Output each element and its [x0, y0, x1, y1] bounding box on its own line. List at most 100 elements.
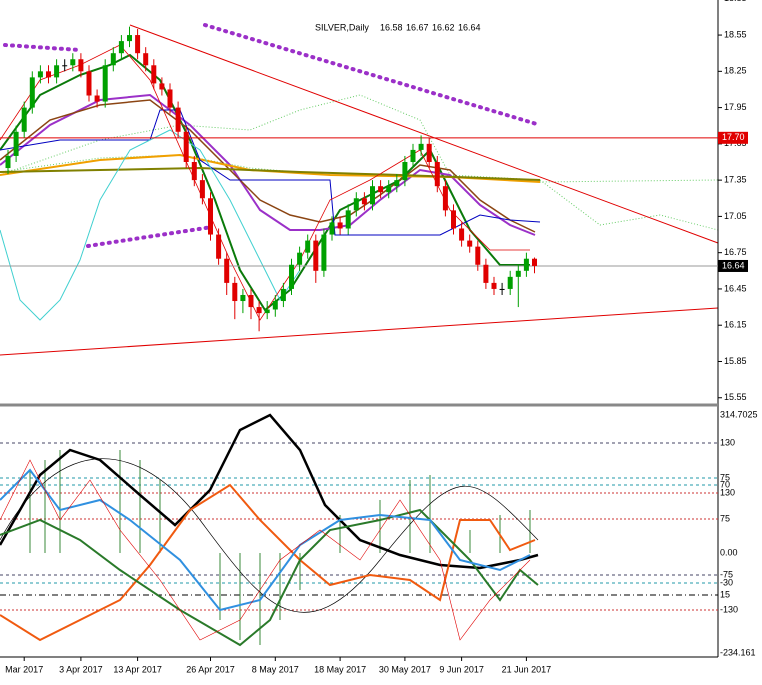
candle-body [127, 35, 132, 42]
candle-body [86, 71, 92, 96]
candle-body [329, 222, 335, 235]
y-tick-label: 17.35 [724, 175, 747, 185]
current-price-label: 16.64 [722, 260, 745, 270]
candle-body [370, 186, 375, 205]
indicator-label: -130 [720, 604, 738, 614]
overlays [0, 23, 719, 356]
candle-body [321, 234, 327, 271]
candle-body [272, 301, 278, 310]
candle-body [175, 107, 181, 132]
candle-body [118, 41, 124, 54]
y-tick-label: 18.85 [724, 0, 747, 3]
y-tick-label: 15.55 [724, 392, 747, 402]
y-tick-label: 17.95 [724, 102, 747, 112]
x-tick-label: 8 May 2017 [252, 664, 299, 674]
candle-body [232, 282, 238, 302]
candle-body [94, 95, 100, 102]
y-tick-label: 15.85 [724, 356, 747, 366]
candle-body [459, 228, 465, 241]
candle-body [248, 294, 254, 308]
indicator-label: 15 [720, 589, 730, 599]
candle-body [224, 258, 230, 283]
candle-body [507, 276, 513, 289]
candle-body [240, 294, 246, 302]
candle-body [386, 186, 392, 193]
indicator-label: 130 [720, 487, 735, 497]
candle-body [345, 210, 351, 229]
y-tick-label: 16.15 [724, 320, 747, 330]
candle-body [29, 77, 35, 108]
candle-body [297, 252, 303, 265]
indicator-label: -75 [720, 569, 733, 579]
candle-body [78, 59, 84, 72]
chart-title: SILVER,Daily [315, 22, 369, 32]
x-tick-label: 3 Apr 2017 [59, 664, 103, 674]
indicator-label: 70 [720, 479, 730, 489]
candle-body [21, 107, 27, 132]
indicator-label: -30 [720, 577, 733, 587]
candle-body [467, 240, 473, 247]
candle-body [378, 186, 384, 193]
candle-body [410, 149, 416, 162]
y-tick-label: 18.25 [724, 66, 747, 76]
candle-body [151, 65, 157, 84]
candle-body [499, 288, 505, 290]
candle-body [102, 65, 108, 102]
candle-body [143, 53, 149, 66]
y-tick-label: 18.55 [724, 29, 747, 39]
candle-body [110, 53, 116, 66]
candle-body [451, 210, 456, 229]
candle-body [13, 131, 19, 156]
candle-body [475, 246, 481, 265]
candle-body [418, 143, 424, 150]
candle-body [183, 131, 189, 162]
indicator-label: 130 [720, 437, 735, 447]
candle-body [208, 198, 213, 235]
candle-body [402, 162, 408, 181]
x-tick-label: 30 May 2017 [379, 664, 431, 674]
candle-body [313, 240, 319, 271]
indicator-label: -234.161 [720, 647, 756, 657]
candle-body [135, 35, 141, 54]
candle-body [70, 59, 76, 66]
x-tick-label: 21 Jun 2017 [502, 664, 552, 674]
candle-body [483, 264, 489, 283]
candle-body [515, 270, 521, 277]
candle-body [394, 180, 400, 187]
candle-body [491, 282, 497, 289]
candle-body [159, 83, 165, 90]
candle-body [523, 258, 529, 271]
ohlc-value: 16.58 [380, 22, 403, 32]
x-tick-label: 13 Apr 2017 [113, 664, 162, 674]
candle-body [280, 288, 286, 302]
candle-body [361, 198, 367, 205]
candle-body [256, 307, 262, 314]
x-tick-label: 9 Jun 2017 [439, 664, 484, 674]
candle-body [289, 264, 294, 289]
candle-body [46, 71, 51, 78]
ohlc-value: 16.67 [406, 22, 429, 32]
candle-body [216, 234, 222, 259]
candle-body [199, 180, 205, 199]
candle-body [434, 162, 440, 187]
candle-body [5, 155, 11, 169]
candle-body [191, 162, 197, 181]
indicator-label: 314.7025 [720, 409, 758, 419]
indicator-label: 0.00 [720, 547, 738, 557]
y-tick-label: 17.05 [724, 211, 747, 221]
candle-body [426, 143, 432, 162]
candle-body [532, 258, 537, 266]
ohlc-value: 16.64 [458, 22, 481, 32]
x-tick-label: 18 May 2017 [314, 664, 366, 674]
indicator-label: 75 [720, 513, 730, 523]
candle-body [37, 71, 43, 78]
ohlc-value: 16.62 [432, 22, 455, 32]
x-tick-label: Mar 2017 [5, 664, 43, 674]
level-label: 17.70 [722, 132, 745, 142]
candle-body [167, 89, 173, 108]
ohlc-readout: 16.58 16.67 16.62 16.64 [380, 22, 481, 32]
current-price-box [718, 259, 748, 272]
indicator-panel [0, 413, 718, 647]
